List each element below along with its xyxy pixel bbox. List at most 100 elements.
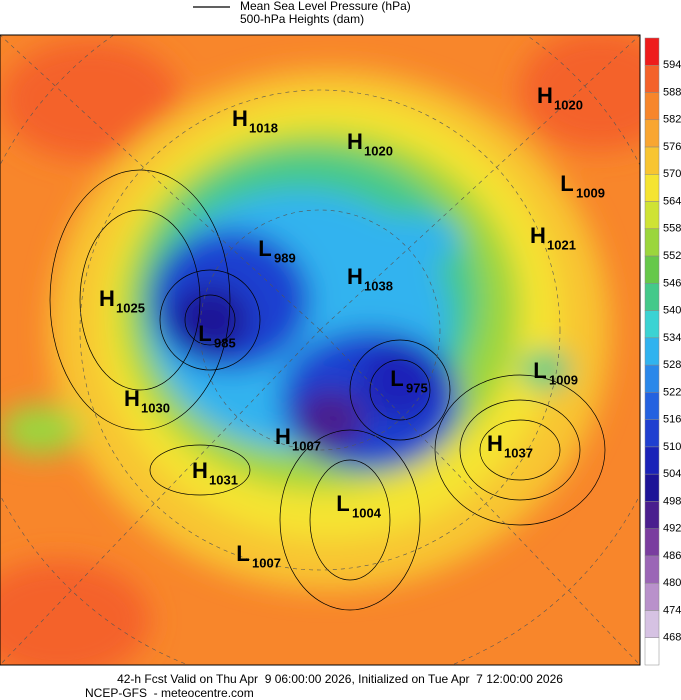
center-value: 1021 <box>547 237 576 252</box>
colorbar-tick-label: 552 <box>663 250 681 262</box>
center-letter: H <box>537 83 553 108</box>
pressure-center: L 1009 <box>533 358 578 388</box>
colorbar-tick-label: 510 <box>663 441 681 453</box>
center-value: 1030 <box>141 400 170 415</box>
colorbar-box <box>644 364 660 393</box>
center-value: 1020 <box>364 143 393 158</box>
center-letter: H <box>347 264 363 289</box>
colorbar-box <box>644 501 660 529</box>
pressure-center: H 1037 <box>487 431 533 461</box>
colorbar-box <box>644 473 660 502</box>
colorbar-box <box>644 555 660 584</box>
colorbar-tick-label: 594 <box>663 59 681 71</box>
colorbar-box <box>644 65 660 93</box>
colorbar-tick-label: 558 <box>663 223 681 235</box>
center-letter: H <box>99 286 115 311</box>
colorbar-tick-label: 516 <box>663 414 681 426</box>
pressure-center: L 989 <box>258 236 295 266</box>
center-value: 1025 <box>116 300 145 315</box>
center-letter: L <box>390 366 403 391</box>
pressure-center: L 975 <box>390 366 427 396</box>
center-letter: L <box>236 541 249 566</box>
pressure-center: H 1025 <box>99 286 145 316</box>
center-letter: L <box>560 171 573 196</box>
colorbar-box <box>644 446 660 475</box>
colorbar-box <box>644 582 660 611</box>
center-letter: H <box>232 106 248 131</box>
pressure-center: L 1007 <box>236 541 281 571</box>
center-letter: H <box>530 223 546 248</box>
center-value: 1020 <box>554 97 583 112</box>
colorbar-tick-label: 546 <box>663 277 681 289</box>
colorbar-tick-label: 570 <box>663 168 681 180</box>
center-value: 1007 <box>292 438 321 453</box>
pressure-center: H 1020 <box>347 129 393 159</box>
center-value: 989 <box>274 250 296 265</box>
center-value: 1009 <box>576 185 605 200</box>
colorbar-box <box>644 610 660 638</box>
colorbar-tick-label: 480 <box>663 577 681 589</box>
colorbar-box <box>644 92 660 121</box>
colorbar-box <box>644 392 660 420</box>
colorbar-box <box>644 174 660 202</box>
colorbar-tick-label: 582 <box>663 114 681 126</box>
pressure-center: H 1021 <box>530 223 576 253</box>
colorbar-box <box>644 637 660 666</box>
colorbar-box <box>644 146 660 175</box>
center-value: 1037 <box>504 445 533 460</box>
center-letter: H <box>275 424 291 449</box>
center-letter: L <box>533 358 546 383</box>
center-value: 985 <box>214 335 236 350</box>
colorbar-tick-label: 588 <box>663 86 681 98</box>
colorbar-tick-label: 468 <box>663 632 681 644</box>
footer-line: NCEP-GFS - meteocentre.com <box>85 686 254 700</box>
isobars <box>49 169 606 611</box>
pressure-center: H 1007 <box>275 424 321 454</box>
footer-line: 42-h Fcst Valid on Thu Apr 9 06:00:00 20… <box>117 672 563 686</box>
colorbar-tick-label: 486 <box>663 550 681 562</box>
pressure-center: H 1018 <box>232 106 278 136</box>
center-value: 1004 <box>352 505 382 520</box>
colorbar-box <box>644 255 660 284</box>
pressure-center: H 1030 <box>124 386 170 416</box>
colorbar-tick-label: 528 <box>663 359 681 371</box>
pressure-center: H 1038 <box>347 264 393 294</box>
pressure-center: H 1020 <box>537 83 583 113</box>
colorbar-box <box>644 310 660 339</box>
colorbar-tick-label: 534 <box>663 332 681 344</box>
colorbar-box <box>644 201 660 230</box>
center-value: 1018 <box>249 120 278 135</box>
colorbar-box <box>644 419 660 448</box>
colorbar-tick-label: 504 <box>663 468 681 480</box>
center-value: 975 <box>406 380 428 395</box>
colorbar-tick-label: 576 <box>663 141 681 153</box>
colorbar-box <box>644 283 660 311</box>
center-letter: H <box>124 386 140 411</box>
pressure-center: H 1031 <box>192 458 238 488</box>
center-letter: H <box>192 458 208 483</box>
legend-fill-label: 500-hPa Heights (dam) <box>240 12 364 26</box>
colorbar-box <box>644 228 660 257</box>
center-letter: L <box>198 321 211 346</box>
colorbar-tick-label: 522 <box>663 386 681 398</box>
center-value: 1031 <box>209 472 238 487</box>
legend-line-label: Mean Sea Level Pressure (hPa) <box>240 0 411 13</box>
colorbar-tick-label: 564 <box>663 195 681 207</box>
center-value: 1038 <box>364 278 393 293</box>
colorbar-box <box>644 37 660 66</box>
center-letter: H <box>487 431 503 456</box>
center-letter: H <box>347 129 363 154</box>
pressure-center: L 1004 <box>336 491 381 521</box>
colorbar-tick-label: 474 <box>663 604 681 616</box>
colorbar-tick-label: 498 <box>663 495 681 507</box>
colorbar-box <box>644 119 660 148</box>
colorbar-box <box>644 528 660 557</box>
center-value: 1009 <box>549 372 578 387</box>
colorbar-box <box>644 337 660 366</box>
colorbar-tick-label: 540 <box>663 305 681 317</box>
pressure-center: L 985 <box>198 321 235 351</box>
colorbar-tick-label: 492 <box>663 523 681 535</box>
pressure-center: L 1009 <box>560 171 605 201</box>
